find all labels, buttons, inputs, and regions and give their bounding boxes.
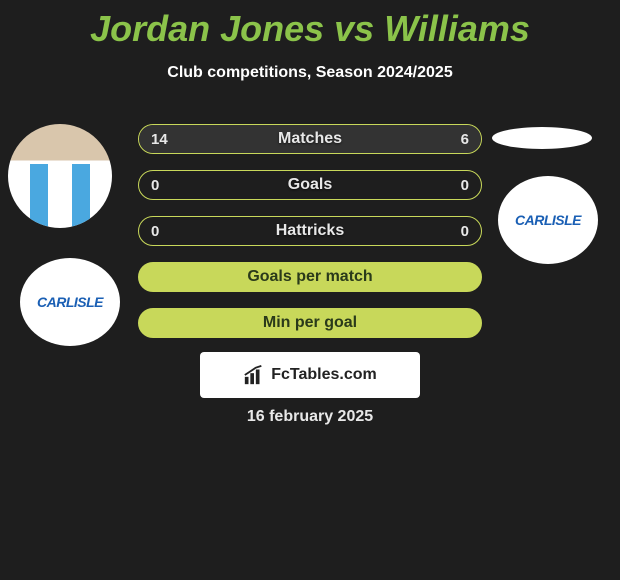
brand-badge: FcTables.com <box>200 352 420 398</box>
club-logo-left-text: CARLISLE <box>37 294 103 310</box>
stat-row: 00Hattricks <box>138 216 482 246</box>
stat-label: Hattricks <box>139 217 481 245</box>
snapshot-date: 16 february 2025 <box>0 408 620 426</box>
stat-row: Min per goal <box>138 308 482 338</box>
club-logo-left: CARLISLE <box>20 258 120 346</box>
page-subtitle: Club competitions, Season 2024/2025 <box>0 64 620 82</box>
stat-row: 00Goals <box>138 170 482 200</box>
comparison-bars: 146Matches 00Goals 00Hattricks Goals per ma… <box>138 124 482 354</box>
chart-icon <box>243 364 265 386</box>
club-logo-right: CARLISLE <box>498 176 598 264</box>
brand-text: FcTables.com <box>271 366 377 384</box>
player-right-avatar <box>492 127 592 149</box>
stat-label: Matches <box>139 125 481 153</box>
stat-label: Goals per match <box>139 263 481 291</box>
stat-label: Min per goal <box>139 309 481 337</box>
page-title: Jordan Jones vs Williams <box>0 0 620 50</box>
club-logo-right-text: CARLISLE <box>515 212 581 228</box>
stat-label: Goals <box>139 171 481 199</box>
stat-row: 146Matches <box>138 124 482 154</box>
stat-row: Goals per match <box>138 262 482 292</box>
player-left-avatar <box>8 124 112 228</box>
